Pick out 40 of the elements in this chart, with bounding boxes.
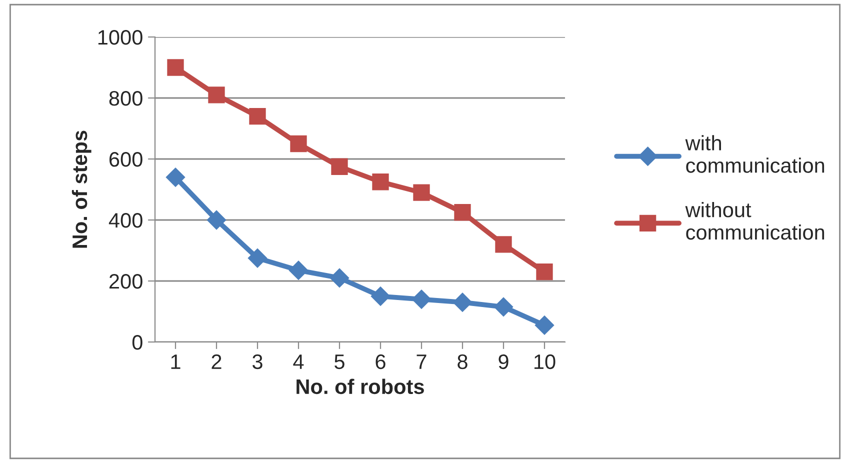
point bbox=[208, 86, 225, 104]
legend-label: with communication bbox=[685, 135, 824, 173]
y-tick-label: 1000 bbox=[98, 30, 142, 45]
point bbox=[495, 236, 512, 253]
y-tick-label: 0 bbox=[132, 335, 142, 350]
point bbox=[413, 184, 430, 201]
point bbox=[249, 108, 266, 125]
x-tick-label: 4 bbox=[293, 354, 304, 369]
point bbox=[166, 168, 186, 187]
point bbox=[536, 264, 553, 280]
y-tick-label: 800 bbox=[109, 91, 142, 106]
legend-label: without communication bbox=[685, 202, 824, 240]
point bbox=[452, 292, 472, 312]
y-tick-label: 400 bbox=[108, 213, 142, 228]
y-tick-label: 200 bbox=[109, 274, 142, 289]
point bbox=[330, 268, 350, 288]
x-tick-label: 10 bbox=[534, 354, 556, 370]
y-tick-label: 600 bbox=[109, 152, 142, 167]
x-tick-label: 5 bbox=[334, 354, 344, 370]
x-tick-label: 8 bbox=[458, 354, 468, 370]
point bbox=[454, 204, 471, 221]
x-tick-label: 6 bbox=[376, 354, 386, 370]
x-tick-label: 9 bbox=[498, 354, 508, 370]
point bbox=[290, 135, 307, 152]
x-tick-label: 3 bbox=[252, 354, 262, 370]
point bbox=[372, 174, 389, 190]
x-tick-label: 1 bbox=[171, 354, 180, 369]
y-axis-title: No. of steps bbox=[72, 130, 92, 248]
point bbox=[534, 316, 554, 335]
point bbox=[206, 210, 226, 230]
point bbox=[370, 286, 390, 306]
point bbox=[288, 260, 308, 280]
point bbox=[167, 59, 184, 76]
x-tick-label: 7 bbox=[416, 354, 426, 369]
point bbox=[494, 297, 514, 316]
x-tick-label: 2 bbox=[212, 354, 222, 369]
x-axis-title: No. of robots bbox=[296, 378, 424, 394]
point bbox=[331, 158, 348, 175]
point bbox=[412, 290, 432, 309]
point bbox=[248, 248, 268, 268]
